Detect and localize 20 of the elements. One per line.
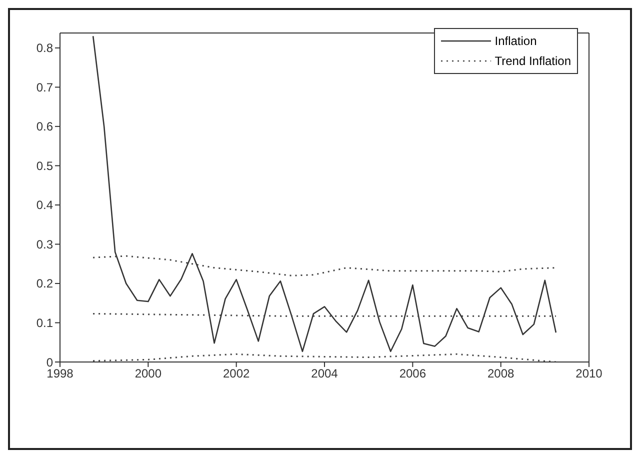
legend-label: Inflation xyxy=(494,34,537,48)
x-tick-label: 2010 xyxy=(576,366,603,381)
y-tick-label: 0.4 xyxy=(36,198,54,212)
y-tick-label: 0.3 xyxy=(36,237,54,252)
y-tick-label: 0.1 xyxy=(36,316,54,330)
line-series xyxy=(92,255,557,276)
y-tick-label: 0.6 xyxy=(36,120,54,134)
legend-label: Trend Inflation xyxy=(494,54,571,68)
line-series xyxy=(92,353,557,362)
y-tick-label: 0.5 xyxy=(36,158,54,173)
y-tick-label: 0.8 xyxy=(36,41,54,56)
x-tick-label: 2000 xyxy=(134,366,162,381)
y-tick-label: 0.7 xyxy=(36,80,54,94)
y-tick-label: 0 xyxy=(46,355,54,370)
x-tick-label: 2002 xyxy=(222,366,250,381)
x-tick-label: 2008 xyxy=(487,366,515,381)
x-tick-label: 2006 xyxy=(399,366,426,381)
x-tick-label: 2004 xyxy=(311,366,338,381)
y-tick-label: 0.2 xyxy=(36,276,54,291)
x-tick-label: 1998 xyxy=(46,366,74,381)
